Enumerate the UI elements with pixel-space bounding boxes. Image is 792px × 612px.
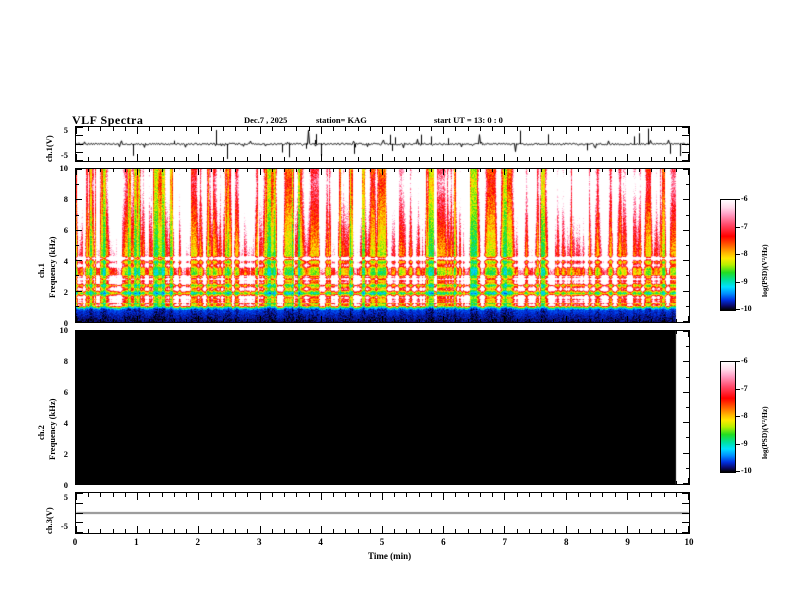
ch3-wave-tick-m5: -5: [60, 521, 68, 531]
ch3-wave-tick-5: 5: [63, 492, 68, 502]
x-tick-5: 5: [379, 537, 385, 547]
freq-tick-6: 6: [63, 387, 68, 397]
ch1-wave-tick-5: 5: [63, 125, 68, 135]
ch1-spec-axis-label-ch: ch.1: [36, 263, 46, 278]
x-tick-1: 1: [134, 537, 139, 547]
x-tick-6: 6: [441, 537, 446, 547]
ch1-colorbar-axis-label: log(PSD)(V²/Hz): [760, 244, 769, 297]
ch1-colorbar-tick: [735, 199, 740, 200]
freq-tick-4: 4: [63, 418, 68, 428]
freq-tick-8: 8: [63, 356, 68, 366]
ch1-colorbar-tick: [735, 309, 740, 310]
ch2-colorbar: [720, 361, 736, 473]
x-tick-4: 4: [318, 537, 323, 547]
ch1-colorbar-tick-label--10: -10: [741, 304, 752, 313]
ch2-spectrogram-canvas: [76, 331, 689, 484]
ch1-colorbar-tick-label--6: -6: [741, 194, 748, 203]
ch1-waveform-canvas: [76, 127, 689, 161]
ch1-colorbar-tick-label--8: -8: [741, 249, 748, 258]
ch1-colorbar-tick-label--9: -9: [741, 276, 748, 286]
x-tick-0: 0: [72, 537, 78, 547]
ch2-colorbar-tick: [735, 443, 740, 445]
x-tick-10: 10: [684, 537, 694, 547]
x-tick-8: 8: [563, 537, 569, 547]
ch2-colorbar-tick-label--9: -9: [741, 438, 748, 448]
x-tick-2: 2: [195, 537, 201, 547]
ch2-spec-axis-label-ch: ch.2: [36, 425, 46, 440]
ch3-waveform-panel: [75, 492, 690, 534]
x-tick-7: 7: [502, 537, 508, 547]
freq-tick-10: 10: [59, 163, 69, 173]
freq-tick-8: 8: [63, 194, 68, 204]
freq-tick-10: 10: [59, 325, 69, 335]
ch1-spectrogram-canvas: [76, 169, 689, 322]
plot-title: VLF Spectra: [72, 113, 144, 127]
ch1-colorbar: [720, 199, 736, 311]
ch2-colorbar-tick: [735, 388, 740, 390]
ch1-colorbar-tick: [735, 254, 740, 255]
ch1-colorbar-tick: [735, 226, 740, 228]
freq-tick-0: 0: [63, 318, 68, 328]
plot-date: Dec.7 , 2025: [244, 115, 288, 125]
ch1-waveform-panel: [75, 126, 690, 162]
ch1-spectrogram-panel: [75, 168, 690, 323]
x-tick-9: 9: [625, 537, 630, 547]
station-label: station= KAG: [316, 115, 367, 125]
ch1-colorbar-tick: [735, 281, 740, 283]
ch1-wave-tick-m5: -5: [60, 150, 68, 160]
freq-tick-6: 6: [63, 225, 68, 235]
ch2-colorbar-tick-label--6: -6: [741, 356, 748, 365]
ch2-colorbar-axis-label: log(PSD)(V²/Hz): [760, 406, 769, 459]
ch1-colorbar-tick-label--7: -7: [741, 221, 748, 231]
ch2-colorbar-tick: [735, 416, 740, 417]
ch3-waveform-canvas: [76, 493, 689, 533]
ch2-spectrogram-panel: [75, 330, 690, 485]
ch2-colorbar-tick-label--8: -8: [741, 411, 748, 420]
ch2-colorbar-tick: [735, 471, 740, 472]
ch2-colorbar-tick-label--10: -10: [741, 466, 752, 475]
ch2-colorbar-tick-label--7: -7: [741, 383, 748, 393]
freq-tick-4: 4: [63, 256, 68, 266]
x-axis-label: Time (min): [368, 551, 412, 561]
ch2-colorbar-tick: [735, 361, 740, 362]
freq-tick-2: 2: [63, 287, 68, 297]
start-ut-label: start UT = 13: 0 : 0: [434, 115, 503, 125]
freq-tick-2: 2: [63, 449, 68, 459]
x-tick-3: 3: [256, 537, 262, 547]
freq-tick-0: 0: [63, 480, 68, 490]
